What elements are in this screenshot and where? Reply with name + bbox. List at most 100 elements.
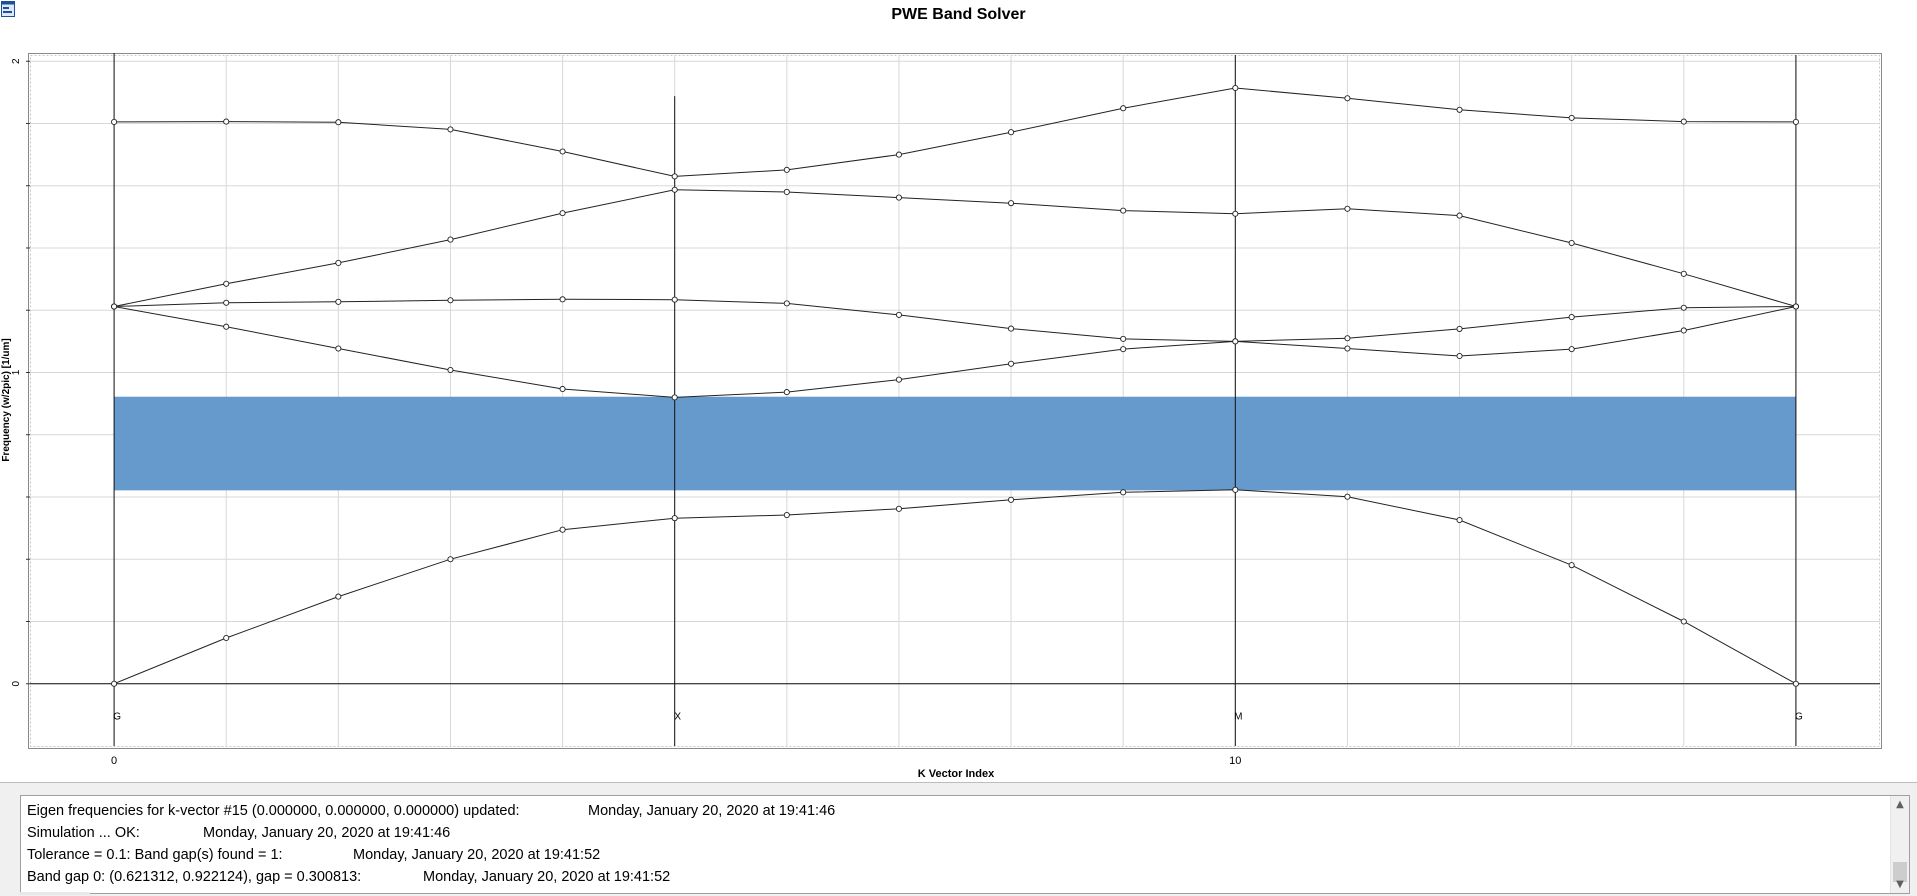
band-point <box>1232 84 1239 92</box>
x-axis-label: K Vector Index <box>918 768 995 780</box>
band-point <box>223 299 230 306</box>
band-point <box>895 194 902 201</box>
band-point <box>335 119 342 126</box>
log-entry-message: Band gap 0: (0.621312, 0.922124), gap = … <box>27 869 362 885</box>
band-point <box>559 385 566 393</box>
band-point <box>1456 516 1463 524</box>
band-point <box>335 593 342 600</box>
band-point <box>1344 345 1351 352</box>
x-tick-label: 10 <box>1229 755 1241 767</box>
band-point <box>1456 212 1463 219</box>
band-point <box>1008 129 1015 136</box>
log-panel: Eigen frequencies for k-vector #15 (0.00… <box>0 782 1917 896</box>
band-point <box>783 188 790 196</box>
band-point <box>1680 118 1687 125</box>
band-point <box>1120 489 1127 496</box>
band-point <box>783 511 790 519</box>
band-point <box>223 634 230 642</box>
band-point <box>1232 210 1239 217</box>
chart-title: PWE Band Solver <box>891 6 1026 23</box>
band-point <box>783 389 790 396</box>
band-point <box>223 118 230 125</box>
symmetry-point-label: G <box>1795 712 1803 723</box>
band-line <box>114 189 1797 307</box>
band-point <box>447 297 454 304</box>
plot-inner-frame <box>30 55 1880 747</box>
band-point <box>895 376 902 383</box>
band-point <box>447 556 454 563</box>
band-point <box>1120 105 1127 112</box>
y-tick-label: 1 <box>11 369 22 375</box>
band-point <box>447 366 454 374</box>
log-entry-time: Monday, January 20, 2020 at 19:41:52 <box>423 869 671 885</box>
band-point <box>1456 106 1463 113</box>
symmetry-point-label: X <box>674 712 681 723</box>
band-point <box>335 345 342 352</box>
band-line <box>113 489 1797 685</box>
log-entry-message: Eigen frequencies for k-vector #15 (0.00… <box>27 803 520 819</box>
band-point <box>559 210 566 217</box>
band-point <box>1456 352 1463 360</box>
band-point <box>1232 338 1239 345</box>
band-point <box>1680 304 1687 311</box>
y-tick-label: 0 <box>11 681 22 687</box>
band-point <box>335 298 342 305</box>
bottom-tab-strip[interactable] <box>20 892 90 895</box>
band-line <box>114 87 1796 177</box>
chevron-up-icon[interactable]: ▲ <box>1896 799 1904 810</box>
band-point <box>111 680 118 687</box>
band-point <box>671 296 678 303</box>
band-point <box>223 323 230 330</box>
symmetry-point-label: M <box>1234 712 1242 723</box>
band-point <box>223 280 230 287</box>
symmetry-point-label: G <box>113 712 121 723</box>
plot-frame <box>28 53 1882 749</box>
band-point <box>895 151 902 158</box>
y-tick-label: 2 <box>11 58 22 64</box>
y-axis-label: Frequency (w/2pic) [1/um] <box>1 338 12 461</box>
band-gap-region <box>114 396 1796 491</box>
log-entry-time: Monday, January 20, 2020 at 19:41:52 <box>353 847 601 863</box>
band-point <box>1008 360 1015 367</box>
band-point <box>559 526 566 533</box>
band-diagram-chart: G X M G 0 1 2 0 10 K Vector Index Frequency (w/2pi… <box>1 53 1882 780</box>
band-point <box>559 296 566 303</box>
band-point <box>111 303 118 310</box>
band-point <box>1120 346 1127 353</box>
chevron-down-icon[interactable]: ▼ <box>1896 879 1904 890</box>
band-point <box>1568 314 1575 321</box>
band-point <box>1680 618 1687 625</box>
band-point <box>1792 118 1799 125</box>
band-point <box>1008 200 1015 207</box>
band-point <box>111 118 118 125</box>
band-point <box>559 148 566 155</box>
band-point <box>1008 325 1015 332</box>
band-point <box>895 311 902 318</box>
band-line <box>114 298 1796 342</box>
band-point <box>1344 205 1351 212</box>
band-point <box>671 515 678 522</box>
log-entry-message: Tolerance = 0.1: Band gap(s) found = 1: <box>27 847 283 863</box>
band-point <box>1344 95 1351 102</box>
band-point <box>783 166 790 173</box>
band-point <box>1120 207 1127 214</box>
band-point <box>1344 493 1351 500</box>
band-point <box>1568 239 1575 247</box>
scrollbar-thumb[interactable] <box>1893 862 1907 882</box>
x-tick-label: 0 <box>111 755 117 767</box>
log-list[interactable]: Eigen frequencies for k-vector #15 (0.00… <box>20 795 1910 894</box>
band-point <box>671 394 678 401</box>
log-entry-time: Monday, January 20, 2020 at 19:41:46 <box>203 825 451 841</box>
band-point <box>1008 496 1015 503</box>
band-point <box>1568 114 1575 121</box>
band-point <box>1680 270 1687 277</box>
band-point <box>1792 303 1799 310</box>
band-point <box>1568 562 1575 569</box>
band-point <box>335 259 342 266</box>
app-window-icon[interactable] <box>1 1 15 17</box>
band-point <box>1232 486 1239 493</box>
log-entry-message: Simulation ... OK: <box>27 825 140 841</box>
band-point <box>447 126 454 133</box>
log-scrollbar[interactable]: ▲ ▼ <box>1890 796 1909 893</box>
band-point <box>1792 680 1799 687</box>
